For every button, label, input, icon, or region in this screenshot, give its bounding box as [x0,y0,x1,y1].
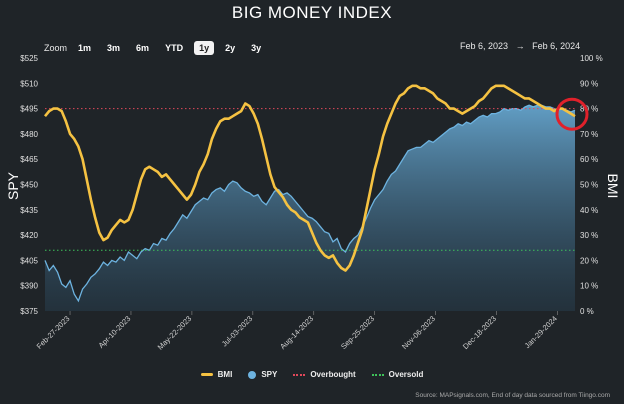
y-tick-right: 80 % [580,105,598,114]
y-tick-left: $495 [20,105,38,114]
range-from[interactable]: Feb 6, 2023 [460,41,509,51]
legend: BMI SPY Overbought Oversold [0,370,624,379]
y-tick-left: $465 [20,155,38,164]
legend-label-overbought: Overbought [310,370,356,379]
spy-series-line [44,104,576,303]
y-tick-left: $375 [20,307,38,316]
y-tick-right: 60 % [580,155,598,164]
legend-item-overbought[interactable]: Overbought [293,370,356,379]
date-range: Feb 6, 2023 → Feb 6, 2024 [460,41,585,51]
y-tick-right: 50 % [580,181,598,190]
x-tick-label: May-22-2023 [156,314,194,352]
legend-item-spy[interactable]: SPY [248,370,277,379]
y-tick-right: 100 % [580,54,603,63]
zoom-bar: Zoom 1m 3m 6m YTD 1y 2y 3y [44,41,272,55]
zoom-2y-button[interactable]: 2y [225,43,236,53]
y-tick-left: $450 [20,181,38,190]
y-tick-left: $390 [20,282,38,291]
zoom-6m-button[interactable]: 6m [136,43,150,53]
y-tick-left: $420 [20,231,38,240]
y-tick-right: 30 % [580,231,598,240]
range-to[interactable]: Feb 6, 2024 [532,41,581,51]
spy-area [45,105,575,311]
bmi-series-line [43,84,576,272]
zoom-3m-button[interactable]: 3m [107,43,121,53]
legend-swatch-overbought [293,373,306,376]
y-tick-right: 0 % [580,307,594,316]
x-tick-label: Nov-06-2023 [400,314,437,351]
y-tick-right: 10 % [580,282,598,291]
y-tick-right: 70 % [580,130,598,139]
zoom-3y-button[interactable]: 3y [251,43,262,53]
y-tick-left: $435 [20,206,38,215]
y-tick-left: $405 [20,256,38,265]
legend-swatch-oversold [371,373,384,376]
zoom-ytd-button[interactable]: YTD [165,43,184,53]
zoom-1m-button[interactable]: 1m [78,43,92,53]
x-tick-label: Jul-03-2023 [220,314,254,348]
x-tick-label: Jan-29-2024 [523,314,559,350]
y-tick-right: 90 % [580,79,598,88]
y-tick-left: $480 [20,130,38,139]
x-tick-label: Apr-10-2023 [97,314,133,350]
x-tick-label: Sep-25-2023 [339,314,376,351]
legend-item-oversold[interactable]: Oversold [371,370,424,379]
legend-item-bmi[interactable]: BMI [200,370,233,379]
y-tick-left: $510 [20,79,38,88]
x-tick-label: Dec-18-2023 [461,314,498,351]
source-note: Source: MAPsignals.com, End of day data … [415,392,610,399]
x-tick-label: Feb-27-2023 [35,314,72,351]
y-tick-right: 40 % [580,206,598,215]
highlight-circle [555,97,589,131]
legend-label-oversold: Oversold [388,370,424,379]
legend-label-spy: SPY [261,370,278,379]
y-tick-left: $525 [20,54,38,63]
legend-swatch-spy [248,370,257,379]
range-arrow: → [515,41,525,51]
legend-label-bmi: BMI [217,370,233,379]
y-tick-right: 20 % [580,256,598,265]
zoom-label: Zoom [44,43,68,53]
x-tick-label: Aug-14-2023 [278,314,315,351]
legend-swatch-bmi [200,373,213,376]
chart-title: BIG MONEY INDEX [231,3,393,22]
zoom-1y-button[interactable]: 1y [194,41,215,55]
